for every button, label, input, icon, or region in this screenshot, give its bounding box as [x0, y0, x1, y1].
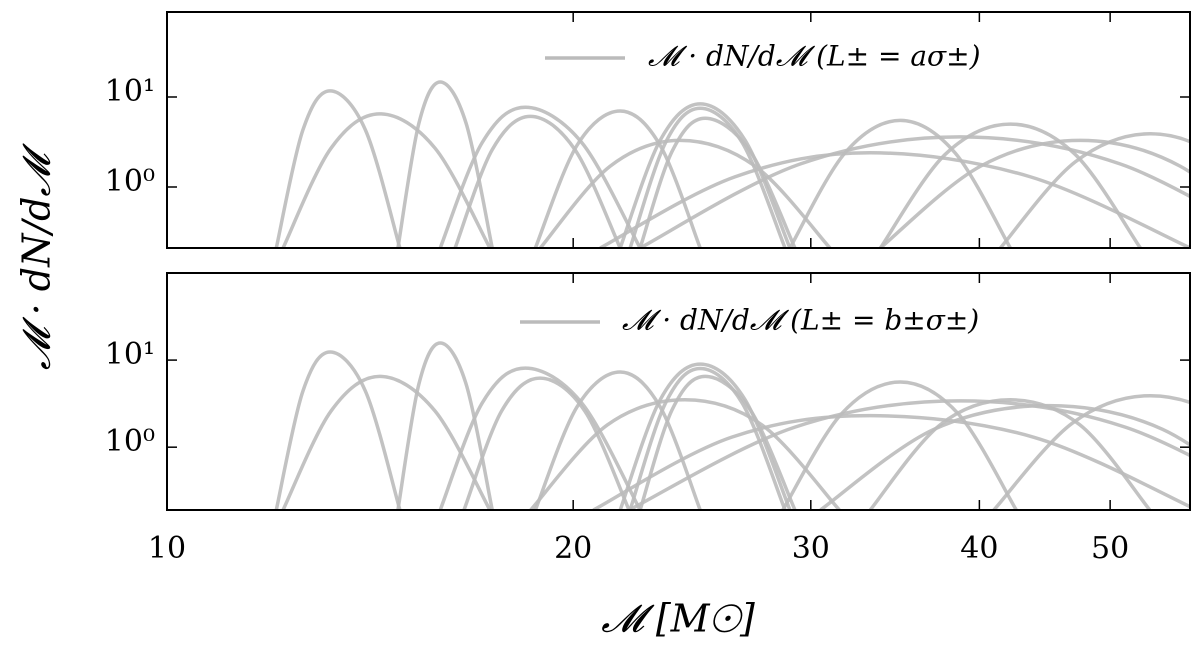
curve: [638, 116, 797, 248]
curve: [992, 393, 1190, 510]
y-tick-label: 10⁰: [105, 164, 155, 199]
y-tick-label: 10¹: [105, 337, 155, 372]
curve: [592, 413, 1190, 510]
curve: [781, 380, 1018, 510]
curve: [533, 109, 702, 248]
curve: [628, 399, 1190, 510]
plot-lines: [274, 341, 1190, 510]
curve: [999, 132, 1190, 248]
curve: [539, 138, 832, 248]
curve: [274, 350, 402, 510]
plot-frame: [166, 11, 1191, 249]
curve: [462, 376, 631, 510]
curve: [819, 403, 1190, 510]
curve: [788, 118, 1012, 248]
x-tick-label: 20: [554, 531, 592, 566]
curve: [878, 122, 1142, 248]
x-tick-label: 40: [960, 531, 998, 566]
y-axis-label: 𝓜 · dN/d𝓜: [15, 143, 59, 371]
curve: [396, 341, 494, 510]
curve: [533, 370, 702, 510]
curve: [529, 398, 841, 510]
y-tick-label: 10¹: [105, 74, 155, 109]
curve: [628, 106, 787, 248]
curve: [281, 112, 492, 248]
curve: [638, 374, 797, 510]
plot-frame: [166, 272, 1191, 511]
curve: [618, 362, 792, 510]
curve: [879, 138, 1190, 248]
x-tick-label: 10: [148, 531, 186, 566]
x-tick-label: 30: [792, 531, 830, 566]
curve: [438, 105, 642, 248]
curve: [438, 366, 642, 510]
curve: [639, 135, 1190, 248]
legend-label: 𝓜 · dN/d𝓜 (L± = b±σ±): [622, 304, 979, 337]
curve: [396, 80, 494, 248]
curve: [281, 374, 492, 510]
plot-lines: [274, 80, 1190, 248]
x-axis-label: 𝓜 [M☉]: [601, 597, 755, 641]
curve: [628, 366, 787, 510]
curve: [274, 89, 402, 248]
x-tick-label: 50: [1091, 531, 1129, 566]
curve: [599, 151, 1190, 248]
y-tick-label: 10⁰: [105, 424, 155, 459]
curve: [453, 114, 622, 248]
curve: [868, 398, 1152, 510]
legend-label: 𝓜 · dN/d𝓜 (L± = aσ±): [648, 40, 981, 73]
